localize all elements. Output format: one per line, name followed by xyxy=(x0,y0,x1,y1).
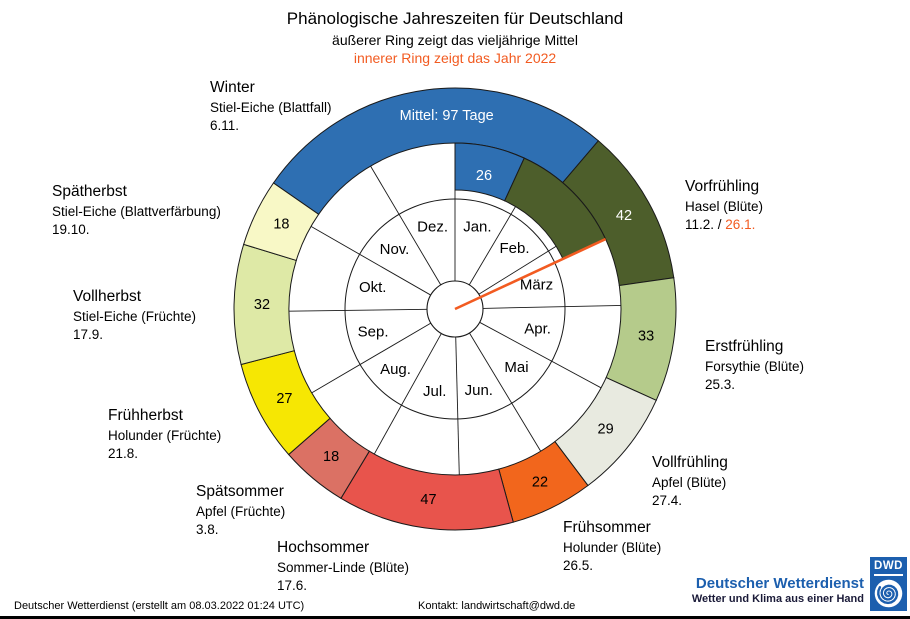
season-name: Spätsommer xyxy=(196,483,284,500)
month-label: Jun. xyxy=(465,382,493,399)
dwd-logo: DWD xyxy=(870,557,907,611)
outer-ring-value: 18 xyxy=(273,217,289,233)
outer-ring-value: 27 xyxy=(276,391,292,407)
season-name: Erstfrühling xyxy=(705,338,784,355)
outer-ring-value: Mittel: 97 Tage xyxy=(400,108,494,124)
outer-ring-value: 18 xyxy=(323,449,339,465)
subtitle-inner-ring: innerer Ring zeigt das Jahr 2022 xyxy=(353,50,557,66)
season-date: 21.8. xyxy=(108,445,139,461)
month-label: Feb. xyxy=(499,240,529,257)
season-date: 3.8. xyxy=(196,521,219,537)
season-name: Vorfrühling xyxy=(685,178,760,195)
month-label: Okt. xyxy=(359,279,387,296)
month-label: März xyxy=(520,276,553,293)
month-label: Apr. xyxy=(524,320,551,337)
season-date: 6.11. xyxy=(210,117,240,133)
footer-source-text: Deutscher Wetterdienst (erstellt am 08.0… xyxy=(14,600,305,612)
outer-ring-value: 33 xyxy=(638,328,654,344)
month-label: Jan. xyxy=(463,219,491,236)
outer-ring-segment-hochsommer xyxy=(340,450,514,531)
dwd-wordmark-block: Deutscher Wetterdienst Wetter und Klima … xyxy=(692,575,864,605)
month-spoke xyxy=(455,336,460,476)
month-spoke xyxy=(309,225,431,296)
month-spoke xyxy=(482,304,622,309)
outer-ring-value: 29 xyxy=(598,422,614,438)
season-phase: Forsythie (Blüte) xyxy=(705,358,805,374)
inner-ring-value: 26 xyxy=(476,168,492,184)
month-spoke xyxy=(469,332,542,453)
month-label: Mai xyxy=(504,359,528,376)
month-spoke xyxy=(369,164,442,286)
outer-ring-value: 22 xyxy=(532,474,548,490)
month-wheel-circle xyxy=(344,198,566,420)
page-title: Phänologische Jahreszeiten für Deutschla… xyxy=(286,9,624,28)
season-phase: Holunder (Früchte) xyxy=(108,427,222,443)
season-phase: Apfel (Blüte) xyxy=(652,474,727,490)
season-name: Frühherbst xyxy=(108,407,183,424)
month-label: Aug. xyxy=(380,361,411,378)
season-phase: Hasel (Blüte) xyxy=(685,198,764,214)
season-date: 26.5. xyxy=(563,557,594,573)
season-name: Hochsommer xyxy=(277,539,370,556)
month-label: Sep. xyxy=(358,323,389,340)
season-callout-hochsommer: Hochsommer Sommer-Linde (Blüte) 17.6. xyxy=(277,538,409,595)
month-label: Nov. xyxy=(380,241,410,258)
season-phase: Stiel-Eiche (Früchte) xyxy=(73,308,197,324)
season-phase: Holunder (Blüte) xyxy=(563,539,662,555)
month-spoke xyxy=(373,333,442,456)
footer-contact-text: Kontakt: landwirtschaft@dwd.de xyxy=(418,600,576,612)
season-callout-fruehsommer: Frühsommer Holunder (Blüte) 26.5. xyxy=(563,518,661,575)
season-name: Vollfrühling xyxy=(652,454,728,471)
subtitle-outer-ring: äußerer Ring zeigt das vieljährige Mitte… xyxy=(332,32,578,48)
season-callout-vollfruehling: Vollfrühling Apfel (Blüte) 27.4. xyxy=(652,453,728,510)
season-callout-winter: Winter Stiel-Eiche (Blattfall) 6.11. xyxy=(210,78,332,135)
season-date-2022: 26.1. xyxy=(725,216,756,232)
month-spoke xyxy=(288,308,428,312)
outer-ring-value: 42 xyxy=(616,208,632,224)
season-name: Frühsommer xyxy=(563,519,651,536)
dwd-spiral-icon xyxy=(874,579,903,607)
season-date: 17.6. xyxy=(277,577,308,593)
season-callout-spaetsommer: Spätsommer Apfel (Früchte) 3.8. xyxy=(196,482,285,539)
season-date: 17.9. xyxy=(73,326,104,342)
season-callout-fruehherbst: Frühherbst Holunder (Früchte) 21.8. xyxy=(108,406,221,463)
season-date: 27.4. xyxy=(652,492,683,508)
season-date: 25.3. xyxy=(705,376,736,392)
season-phase: Sommer-Linde (Blüte) xyxy=(277,559,410,575)
season-phase: Stiel-Eiche (Blattfall) xyxy=(210,99,332,115)
outer-ring-value: 32 xyxy=(254,297,270,313)
season-callout-vorfruehling: Vorfrühling Hasel (Blüte) 11.2. / 26.1. xyxy=(685,177,763,234)
month-spoke xyxy=(479,321,603,389)
season-name: Winter xyxy=(210,79,255,96)
outer-ring-value: 47 xyxy=(420,492,436,508)
month-spoke xyxy=(310,322,432,394)
dwd-name: Deutscher Wetterdienst xyxy=(695,575,864,592)
dwd-tagline: Wetter und Klima aus einer Hand xyxy=(691,593,864,605)
season-callout-spaetherbst: Spätherbst Stiel-Eiche (Blattverfärbung)… xyxy=(52,182,221,239)
season-callout-erstfruehling: Erstfrühling Forsythie (Blüte) 25.3. xyxy=(705,337,804,394)
season-name: Vollherbst xyxy=(73,288,142,305)
season-callout-vollherbst: Vollherbst Stiel-Eiche (Früchte) 17.9. xyxy=(73,287,196,344)
current-date-line xyxy=(454,237,607,311)
season-phase: Stiel-Eiche (Blattverfärbung) xyxy=(52,203,221,219)
outer-ring-segment-spätherbst xyxy=(243,182,320,262)
month-label: Jul. xyxy=(423,383,446,400)
season-name: Spätherbst xyxy=(52,183,127,200)
month-label: Dez. xyxy=(417,219,448,236)
season-date: 19.10. xyxy=(52,221,90,237)
season-date: 11.2. / xyxy=(685,216,722,232)
bottom-divider xyxy=(0,616,910,619)
dwd-logo-text: DWD xyxy=(874,560,903,572)
dwd-logo-rule xyxy=(874,574,903,576)
season-phase: Apfel (Früchte) xyxy=(196,503,286,519)
